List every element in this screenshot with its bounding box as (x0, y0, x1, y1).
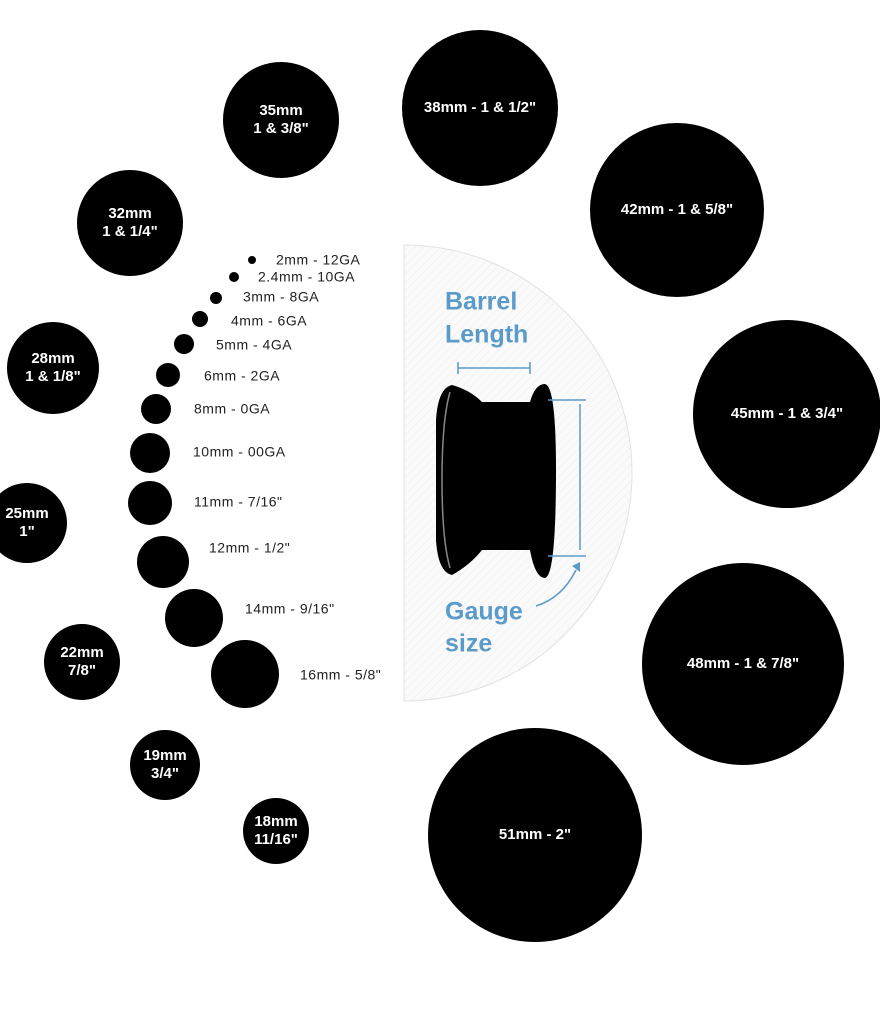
size-label: 48mm - 1 & 7/8" (687, 655, 799, 672)
gauge-dot (192, 311, 208, 327)
gauge-label: 10mm - 00GA (193, 444, 286, 460)
size-circle (77, 170, 183, 276)
size-circle (402, 30, 558, 186)
size-label: 1 & 1/4" (102, 223, 157, 240)
size-circle (0, 483, 67, 563)
size-circle (223, 62, 339, 178)
gauge-label: 12mm - 1/2" (209, 540, 290, 556)
gauge-dot (156, 363, 180, 387)
gauge-label: 8mm - 0GA (194, 401, 270, 417)
barrel-label: Length (445, 321, 528, 349)
barrel-label: Barrel (445, 288, 517, 316)
size-circle (243, 798, 309, 864)
gauge-dot (174, 334, 194, 354)
gauge-label: size (445, 630, 492, 658)
size-label: 51mm - 2" (499, 826, 571, 843)
size-label: 11/16" (254, 831, 298, 848)
size-label: 38mm - 1 & 1/2" (424, 99, 536, 116)
size-label: 19mm (143, 747, 186, 764)
size-circle (130, 730, 200, 800)
size-label: 28mm (31, 350, 74, 367)
gauge-label: 16mm - 5/8" (300, 667, 381, 683)
gauge-label: 5mm - 4GA (216, 337, 292, 353)
size-label: 1 & 1/8" (25, 368, 80, 385)
size-label: 1" (19, 523, 34, 540)
gauge-dot (137, 536, 189, 588)
size-circle (693, 320, 880, 508)
size-label: 22mm (60, 644, 103, 661)
gauge-dot (128, 481, 172, 525)
size-label: 25mm (5, 505, 48, 522)
gauge-dot (210, 292, 222, 304)
size-label: 1 & 3/8" (253, 120, 308, 137)
gauge-dot (165, 589, 223, 647)
size-circle (7, 322, 99, 414)
gauge-dot (130, 433, 170, 473)
gauge-dot (248, 256, 256, 264)
size-label: 35mm (259, 102, 302, 119)
gauge-label: 2mm - 12GA (276, 252, 361, 268)
gauge-dot (211, 640, 279, 708)
size-label: 3/4" (151, 765, 179, 782)
gauge-dot (229, 272, 239, 282)
size-circle (642, 563, 844, 765)
plug (436, 384, 556, 578)
gauge-label: 14mm - 9/16" (245, 601, 335, 617)
arrows (457, 362, 586, 607)
gauge-label: 4mm - 6GA (231, 313, 307, 329)
size-label: 42mm - 1 & 5/8" (621, 201, 733, 218)
size-label: 18mm (254, 813, 297, 830)
gauge-dot (141, 394, 171, 424)
size-circle (590, 123, 764, 297)
size-circle (428, 728, 642, 942)
gauge-label: 11mm - 7/16" (194, 494, 283, 510)
size-circle (44, 624, 120, 700)
gauge-label: Gauge (445, 598, 523, 626)
size-label: 45mm - 1 & 3/4" (731, 405, 843, 422)
gauge-label: 6mm - 2GA (204, 368, 280, 384)
gauge-label: 3mm - 8GA (243, 289, 319, 305)
gauge-label: 2.4mm - 10GA (258, 269, 355, 285)
size-label: 7/8" (68, 662, 96, 679)
size-label: 32mm (108, 205, 151, 222)
